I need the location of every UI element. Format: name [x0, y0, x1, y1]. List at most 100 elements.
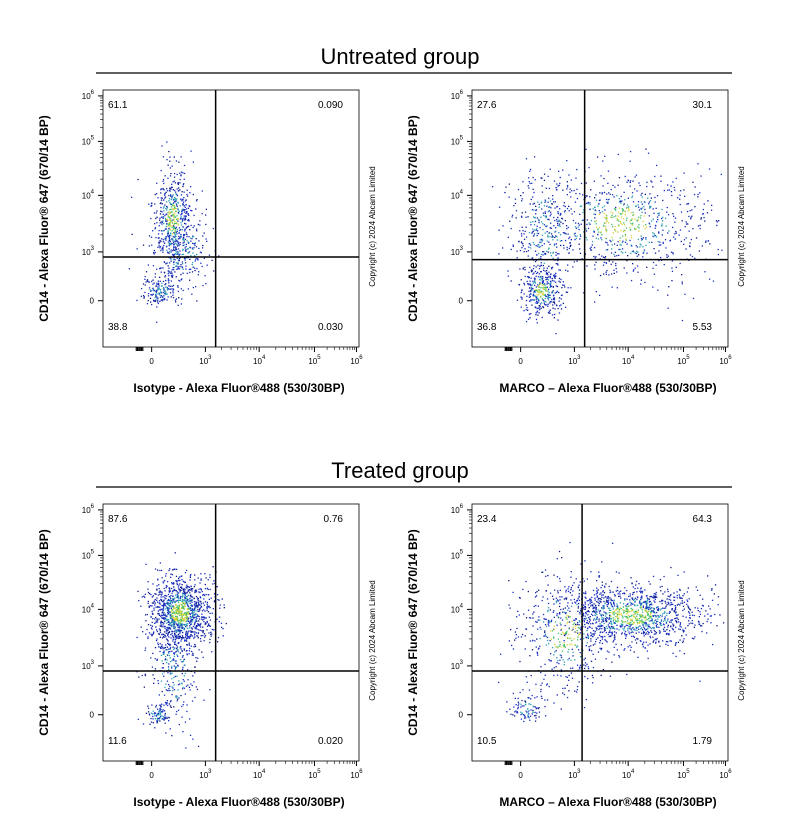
- event-dot: [603, 191, 606, 194]
- event-dot: [199, 629, 201, 631]
- event-dot: [144, 647, 147, 649]
- event-dot: [151, 621, 153, 624]
- event-dot: [157, 717, 159, 720]
- event-dot: [544, 211, 546, 213]
- event-dot: [566, 246, 568, 249]
- event-dot: [547, 619, 550, 622]
- event-dot: [538, 221, 540, 224]
- event-dot: [167, 164, 169, 166]
- event-dot: [542, 306, 544, 308]
- event-dot: [207, 605, 209, 607]
- event-dot: [191, 621, 193, 623]
- event-dot: [179, 591, 181, 593]
- event-dot: [186, 601, 188, 603]
- event-dot: [527, 216, 529, 218]
- event-dot: [186, 240, 188, 242]
- event-dot: [580, 223, 582, 225]
- event-dot: [195, 686, 197, 688]
- event-dot: [639, 590, 641, 592]
- event-dot: [173, 589, 175, 591]
- event-dot: [502, 247, 504, 249]
- event-dot: [550, 301, 552, 303]
- event-dot: [153, 289, 155, 292]
- y-tick-label-base: 10: [82, 506, 91, 515]
- event-dot: [185, 215, 187, 217]
- event-dot: [665, 602, 667, 604]
- event-dot: [546, 281, 548, 283]
- event-dot: [167, 232, 169, 234]
- event-dot: [594, 630, 596, 632]
- event-dot: [144, 284, 146, 286]
- event-dot: [610, 618, 612, 620]
- event-dot: [658, 231, 660, 233]
- event-dot: [149, 297, 152, 299]
- event-dot: [174, 652, 176, 654]
- event-dot: [155, 706, 157, 708]
- event-dot: [182, 242, 184, 244]
- event-dot: [172, 615, 174, 617]
- event-dot: [162, 582, 165, 584]
- event-dot: [183, 608, 185, 610]
- event-dot: [167, 215, 169, 217]
- event-dot: [178, 642, 180, 644]
- event-dot: [639, 601, 641, 603]
- event-dot: [555, 272, 557, 274]
- event-dot: [194, 590, 196, 592]
- event-dot: [163, 244, 165, 247]
- event-dot: [681, 602, 684, 604]
- event-dot: [649, 200, 652, 202]
- event-dot: [630, 628, 632, 631]
- event-dot: [184, 618, 186, 621]
- event-dot: [169, 211, 171, 214]
- event-dot: [642, 225, 645, 227]
- event-dot: [624, 230, 626, 232]
- event-dot: [640, 235, 642, 237]
- event-dot: [579, 213, 581, 215]
- event-dot: [168, 271, 170, 273]
- event-dot: [557, 224, 559, 226]
- event-dot: [542, 229, 544, 231]
- event-dot: [603, 212, 605, 214]
- event-dot: [562, 232, 565, 234]
- event-dot: [173, 227, 175, 229]
- event-dot: [187, 219, 189, 221]
- event-dot: [638, 206, 640, 208]
- event-dot: [164, 194, 166, 196]
- event-dot: [177, 304, 179, 306]
- event-dot: [622, 252, 624, 254]
- event-dot: [159, 715, 162, 717]
- event-dot: [650, 610, 652, 613]
- event-dot: [647, 197, 649, 199]
- event-dot: [175, 218, 178, 221]
- event-dot: [582, 614, 585, 616]
- event-dot: [167, 629, 169, 631]
- event-dot: [181, 209, 184, 212]
- event-dot: [622, 218, 625, 220]
- event-dot: [167, 225, 169, 227]
- event-dot: [584, 623, 586, 626]
- event-dot: [181, 716, 183, 718]
- event-dot: [140, 605, 142, 607]
- event-dot: [186, 599, 189, 601]
- event-dot: [653, 639, 655, 642]
- event-dot: [605, 261, 607, 264]
- event-dot: [628, 623, 630, 625]
- event-dot: [168, 219, 170, 221]
- event-dot: [556, 236, 558, 238]
- event-dot: [552, 295, 555, 297]
- event-dot: [163, 216, 165, 218]
- event-dot: [532, 288, 534, 290]
- event-dot: [164, 228, 167, 230]
- event-dot: [160, 615, 162, 618]
- event-dot: [204, 635, 207, 637]
- event-dot: [713, 593, 715, 595]
- event-dot: [530, 290, 532, 292]
- event-dot: [194, 610, 196, 612]
- event-dot: [590, 613, 593, 615]
- event-dot: [612, 212, 614, 214]
- event-dot: [157, 280, 159, 282]
- event-dot: [179, 236, 181, 239]
- event-dot: [168, 248, 170, 250]
- event-dot: [711, 204, 713, 206]
- event-dot: [550, 207, 552, 209]
